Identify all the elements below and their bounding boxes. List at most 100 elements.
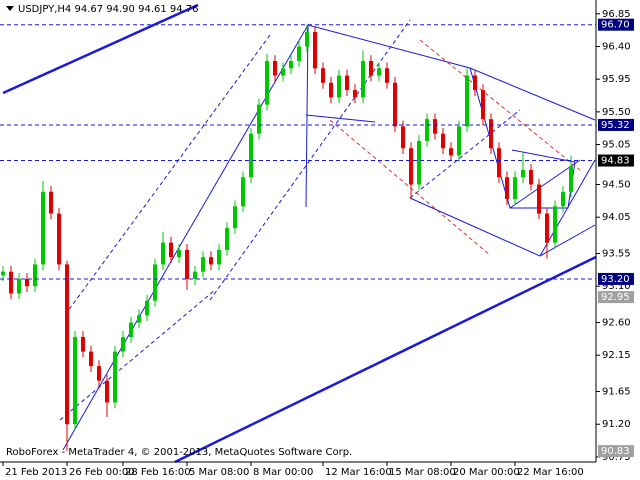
candle-body (33, 264, 37, 287)
candle-body (569, 166, 573, 192)
candle-body (257, 104, 261, 134)
candle-body (81, 337, 85, 352)
candle-body (145, 300, 149, 316)
y-tick-label: 91.20 (602, 419, 631, 430)
trend-line (2, 3, 199, 95)
candle-body (353, 90, 357, 98)
candle-body (345, 75, 349, 91)
y-tick-label: 92.15 (602, 350, 631, 361)
y-tick-label: 92.60 (602, 318, 631, 329)
level-label: 96.70 (601, 20, 630, 31)
candle-body (481, 90, 485, 120)
candle-body (457, 126, 461, 156)
candle-body (241, 177, 245, 207)
candle-body (521, 169, 525, 178)
x-tick-label: 21 Feb 2013 (5, 467, 67, 478)
candle-body (361, 61, 365, 98)
x-tick-label: 8 Mar 00:00 (253, 467, 313, 478)
y-tick-label: 94.50 (602, 180, 631, 191)
candle-body (137, 315, 141, 323)
trend-line (539, 224, 596, 257)
x-tick-label: 12 Mar 16:00 (325, 467, 392, 478)
candle-body (393, 82, 397, 127)
candle-body (233, 206, 237, 229)
candle-body (65, 264, 69, 425)
y-tick-label: 90.75 (602, 452, 631, 463)
candle-body (9, 271, 13, 294)
candle-body (401, 126, 405, 149)
level-label: 93.20 (601, 274, 630, 285)
candle-body (297, 46, 301, 62)
candle-body (545, 213, 549, 243)
candle-body (57, 213, 61, 265)
menu-triangle (6, 6, 14, 11)
candle-body (97, 366, 101, 381)
candle-body (561, 191, 565, 207)
candle-body (553, 206, 557, 243)
candle-body (305, 31, 309, 47)
y-tick-label: 95.95 (602, 74, 631, 85)
candle-body (265, 61, 269, 105)
candle-body (449, 148, 453, 156)
candle-body (177, 249, 181, 258)
y-tick-label: 96.85 (602, 9, 631, 20)
y-tick-label: 96.40 (602, 41, 631, 52)
x-tick-label: 26 Feb 00:00 (69, 467, 135, 478)
candle-body (377, 68, 381, 76)
level-tag (598, 154, 634, 167)
chart-title: USDJPY,H4 94.67 94.90 94.61 94.76 (18, 4, 199, 15)
channel-line (209, 19, 411, 301)
candle-body (161, 242, 165, 265)
candle-body (105, 380, 109, 403)
candle-body (369, 61, 373, 76)
y-tick-label: 91.65 (602, 387, 631, 398)
candle-body (489, 119, 493, 149)
candle-body (185, 249, 189, 279)
level-tag (598, 272, 634, 285)
candle-body (513, 177, 517, 200)
y-tick-label: 95.50 (602, 107, 631, 118)
channel-line (409, 109, 521, 199)
candle-body (249, 133, 253, 178)
candle-body (329, 82, 333, 98)
candle-body (273, 61, 277, 76)
candle-body (217, 249, 221, 265)
channel-line (64, 34, 271, 316)
candle-body (441, 133, 445, 149)
candle-body (113, 351, 117, 403)
candle-body (313, 31, 317, 69)
candle-body (433, 119, 437, 134)
y-tick-label: 95.05 (602, 140, 631, 151)
level-label: 94.83 (601, 156, 630, 167)
candle-body (337, 75, 341, 98)
candle-body (153, 264, 157, 301)
level-label: 92.95 (601, 292, 630, 303)
x-tick-label: 5 Mar 08:00 (189, 467, 249, 478)
y-tick-label: 93.55 (602, 249, 631, 260)
candle-body (121, 337, 125, 352)
channel-line (59, 289, 216, 421)
candle-body (289, 61, 293, 69)
candle-body (25, 278, 29, 287)
candle-body (529, 169, 533, 185)
level-label: 95.32 (601, 120, 630, 131)
candle-body (1, 271, 5, 276)
level-tag (598, 18, 634, 31)
candle-body (537, 184, 541, 214)
candle-body (201, 257, 205, 272)
candle-body (41, 191, 45, 265)
candle-body (73, 337, 77, 425)
candle-body (321, 68, 325, 83)
trend-line (174, 255, 597, 464)
level-label: 90.83 (601, 446, 630, 457)
candle-body (425, 119, 429, 141)
level-tag (598, 291, 634, 304)
channel-line (419, 39, 581, 171)
y-tick-label: 93.10 (602, 281, 631, 292)
candle-body (17, 278, 21, 294)
x-tick-label: 20 Mar 00:00 (453, 467, 520, 478)
y-tick-label: 94.05 (602, 212, 631, 223)
candle-body (281, 68, 285, 76)
candle-body (417, 140, 421, 185)
